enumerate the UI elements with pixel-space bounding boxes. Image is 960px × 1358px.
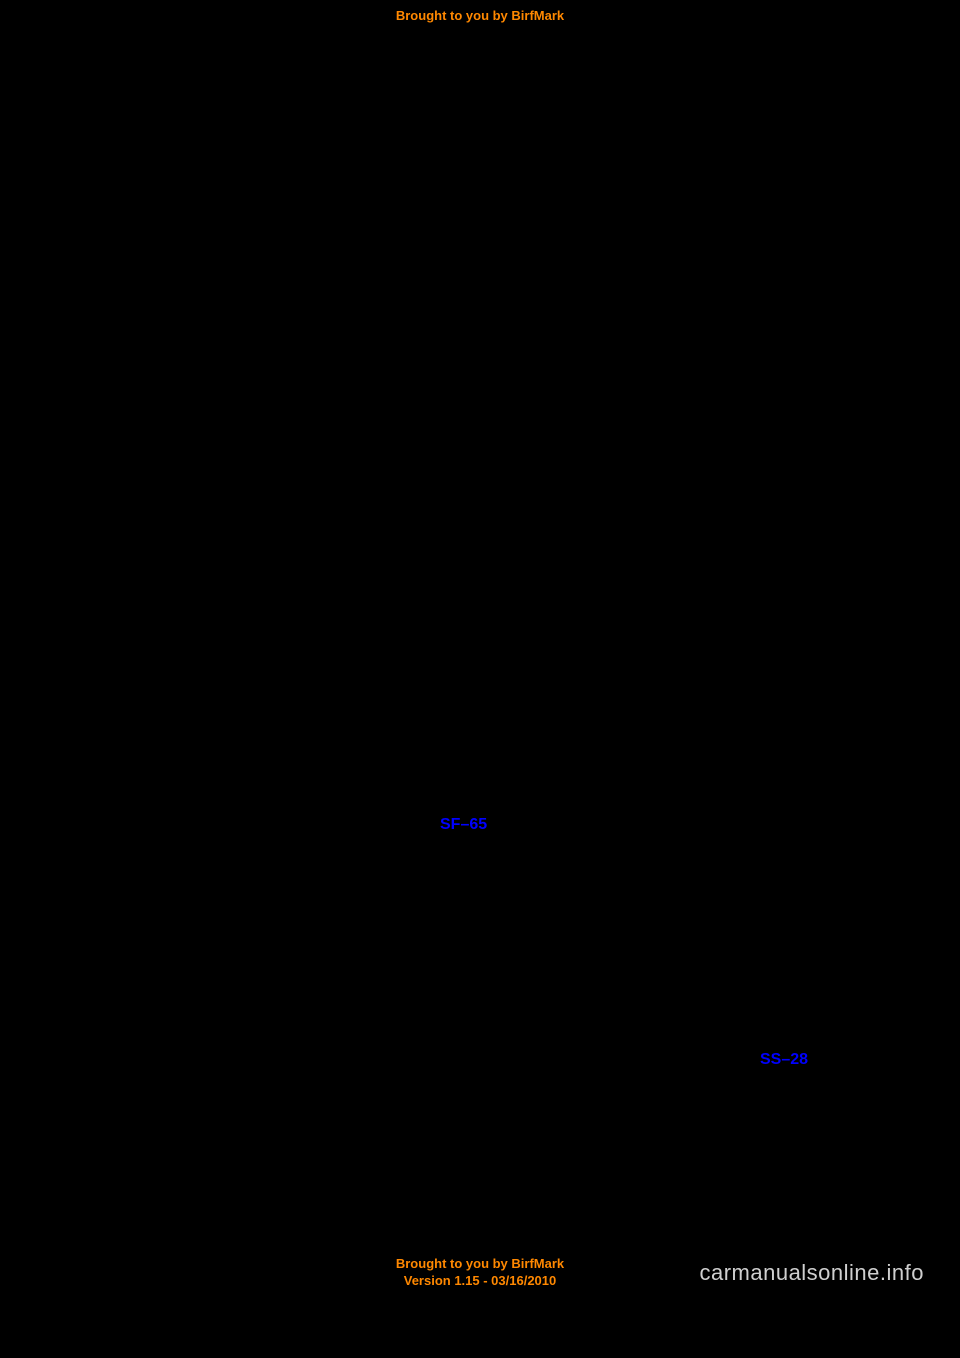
page-reference-link-sf[interactable]: SF–65 bbox=[440, 816, 487, 834]
watermark-text: carmanualsonline.info bbox=[699, 1260, 924, 1286]
top-banner-text: Brought to you by BirfMark bbox=[0, 8, 960, 23]
document-page: Brought to you by BirfMark SF–65 SS–28 B… bbox=[0, 0, 960, 1358]
page-reference-link-ss[interactable]: SS–28 bbox=[760, 1051, 808, 1069]
